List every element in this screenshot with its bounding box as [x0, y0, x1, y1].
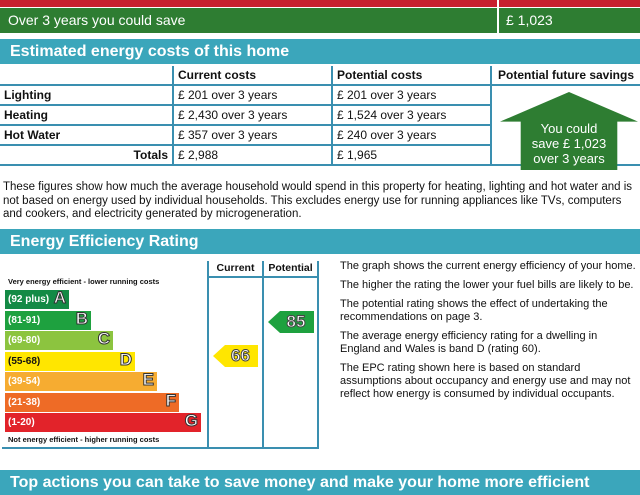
band-range: (81-91) [8, 314, 41, 326]
savings-band: Over 3 years you could save £ 1,023 [0, 8, 640, 33]
band-range: (55-68) [8, 355, 41, 367]
band-letter: E [142, 370, 154, 390]
row-label: Heating [0, 104, 174, 126]
savings-cell: You could save £ 1,023 over 3 years [490, 84, 640, 170]
col-potential: Potential costs [331, 66, 492, 86]
top-label: Very energy efficient - lower running co… [8, 277, 160, 286]
bottom-label: Not energy efficient - higher running co… [8, 435, 160, 444]
explanation-paragraph: The potential rating shows the effect of… [340, 298, 608, 323]
savings-label: Over 3 years you could save [8, 12, 186, 28]
table-row: Hot Water £ 357 over 3 years £ 240 over 3 … [0, 124, 640, 146]
costs-section-header: Estimated energy costs of this home [0, 39, 640, 64]
band-letter: G [184, 411, 198, 431]
col-savings: Potential future savings [490, 66, 640, 86]
band-letter: B [75, 308, 88, 328]
band-a: (92 plus) A [5, 288, 69, 309]
potential-cost: £ 201 over 3 years [331, 84, 492, 106]
savings-line: over 3 years [533, 151, 605, 166]
band-letter: F [165, 390, 176, 410]
row-label: Hot Water [0, 124, 174, 146]
band-range: (21-38) [8, 396, 41, 408]
band-c: (69-80) C [5, 329, 113, 350]
col-current: Current costs [172, 66, 333, 86]
explanation-paragraph: The average energy efficiency rating for… [340, 330, 598, 355]
savings-line: save £ 1,023 [531, 136, 607, 151]
potential-cost: £ 1,524 over 3 years [331, 104, 491, 126]
band-e: (39-54) E [5, 370, 157, 391]
band-letter: C [97, 329, 110, 349]
potential-rating-arrow: 85 [268, 311, 314, 333]
band-g: (1-20) G [5, 411, 201, 432]
rating-section-header: Energy Efficiency Rating [0, 229, 640, 254]
explanation-paragraph: The EPC rating shown here is based on st… [340, 362, 631, 400]
red-summary-band [0, 0, 640, 7]
explanation-paragraph: The graph shows the current energy effic… [340, 260, 636, 272]
band-letter: A [53, 288, 66, 308]
potential-cost: £ 240 over 3 years [331, 124, 491, 146]
total-current: £ 2,988 [172, 144, 333, 166]
row-label: Lighting [0, 84, 174, 106]
current-cost: £ 357 over 3 years [172, 124, 333, 146]
savings-line: You could [540, 121, 598, 136]
potential-column-header: Potential [268, 262, 313, 274]
house-savings-icon: You could save £ 1,023 over 3 years [500, 92, 638, 170]
current-cost: £ 201 over 3 years [172, 84, 333, 106]
current-column-header: Current [216, 262, 255, 274]
savings-value: £ 1,023 [506, 12, 553, 28]
costs-note: These figures show how much the average … [3, 181, 633, 220]
band-b: (81-91) B [5, 308, 91, 330]
band-d: (55-68) D [5, 349, 135, 371]
band-range: (39-54) [8, 376, 41, 387]
band-range: (92 plus) [8, 294, 50, 305]
table-row: Lighting £ 201 over 3 years £ 201 over 3 y… [0, 84, 640, 170]
current-cost: £ 2,430 over 3 years [172, 104, 333, 126]
band-range: (1-20) [8, 417, 35, 428]
actions-section-header: Top actions you can take to save money a… [0, 470, 640, 495]
band-letter: D [119, 349, 132, 369]
totals-label: Totals [0, 144, 174, 166]
explanation-paragraph: The higher the rating the lower your fue… [340, 279, 634, 291]
rating-explanation: The graph shows the current energy effic… [340, 260, 638, 407]
totals-row: Totals £ 2,988 £ 1,965 [0, 144, 640, 166]
current-rating-arrow: 66 [213, 345, 258, 367]
costs-table: Current costs Potential costs Potential fu… [0, 66, 640, 170]
band-f: (21-38) F [5, 390, 179, 412]
table-row: Heating £ 2,430 over 3 years £ 1,524 over … [0, 104, 640, 126]
total-potential: £ 1,965 [331, 144, 491, 166]
band-range: (69-80) [8, 335, 41, 346]
